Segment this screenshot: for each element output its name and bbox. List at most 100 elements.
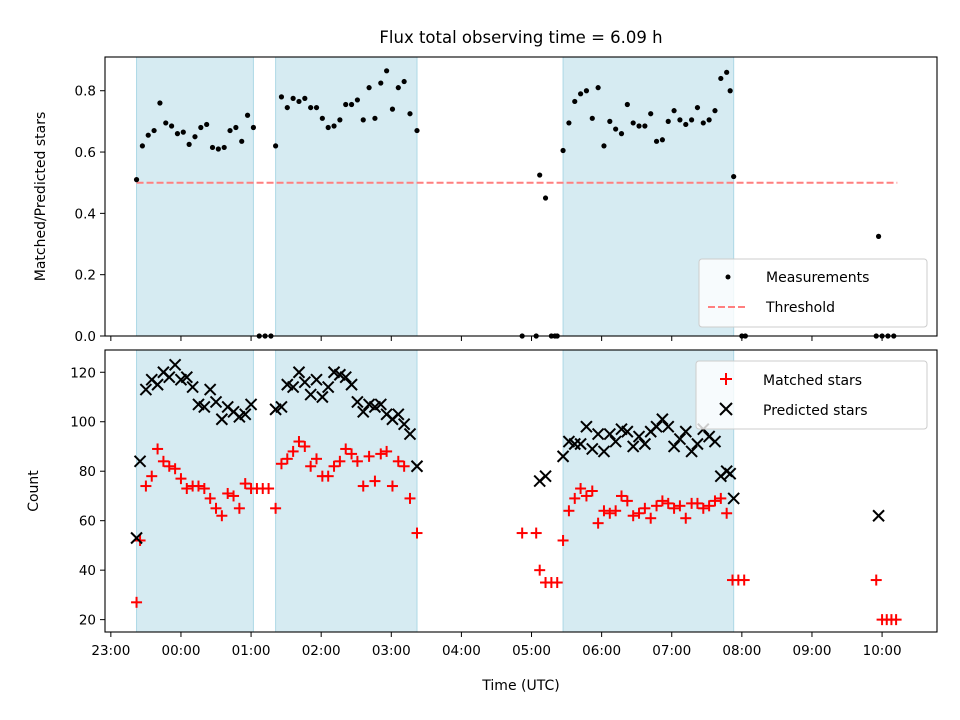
top-y-tick-label: 0.4 xyxy=(75,206,96,222)
x-axis-label: Time (UTC) xyxy=(481,678,559,694)
predicted-star-point xyxy=(539,469,552,483)
bottom-y-tick-label: 20 xyxy=(79,613,96,629)
matched-star-point xyxy=(346,448,358,460)
predicted-star-point xyxy=(685,445,698,458)
matched-star-point xyxy=(239,478,251,490)
predicted-star-point xyxy=(673,432,687,446)
measurement-point xyxy=(401,78,407,85)
matched-star-point xyxy=(381,445,393,457)
matched-star-point xyxy=(680,512,692,524)
matched-star-point xyxy=(210,502,222,514)
predicted-star-point xyxy=(321,380,335,394)
x-tick-label: 06:00 xyxy=(582,643,621,659)
predicted-star-point xyxy=(345,378,358,391)
matched-star-point xyxy=(557,534,569,546)
measurement-point xyxy=(354,97,361,103)
measurement-point xyxy=(372,115,378,121)
measurement-point xyxy=(618,131,625,137)
matched-star-point xyxy=(322,470,334,482)
predicted-star-point xyxy=(679,425,692,438)
matched-star-point xyxy=(615,490,627,502)
predicted-star-point xyxy=(638,437,652,451)
predicted-star-point xyxy=(180,371,194,384)
bottom-legend: Matched stars Predicted stars xyxy=(695,360,928,430)
bottom-y-axis-label: Count xyxy=(26,470,42,512)
matched-star-point xyxy=(610,505,622,517)
measurement-point xyxy=(169,123,175,129)
matched-star-point xyxy=(592,517,604,529)
measurement-point xyxy=(139,143,145,149)
measurement-point xyxy=(180,129,186,135)
predicted-star-point xyxy=(275,400,288,414)
predicted-star-point xyxy=(310,373,323,386)
measurement-point xyxy=(595,85,601,91)
measurement-point xyxy=(204,121,210,128)
measurement-point xyxy=(221,144,227,151)
matched-star-point xyxy=(369,475,381,487)
measurement-point xyxy=(157,100,163,106)
legend-predicted-label: Predicted stars xyxy=(763,403,868,419)
measurement-point xyxy=(378,80,384,86)
measurement-point xyxy=(560,147,566,154)
measurement-point xyxy=(290,95,296,101)
legend-threshold-label: Threshold xyxy=(765,300,835,316)
measurement-points xyxy=(133,68,897,339)
bottom-y-tick-label: 60 xyxy=(79,514,96,530)
predicted-star-point xyxy=(727,492,740,505)
x-tick-label: 02:00 xyxy=(302,643,341,659)
legend-measurements-marker xyxy=(725,274,731,280)
top-axes-frame xyxy=(104,56,938,337)
matched-star-points xyxy=(131,436,902,626)
predicted-star-point xyxy=(621,425,634,438)
x-tick-label: 07:00 xyxy=(652,643,691,659)
measurement-point xyxy=(648,111,654,117)
matched-star-point xyxy=(703,500,715,512)
measurement-point xyxy=(712,108,718,114)
measurement-point xyxy=(689,117,695,123)
matched-star-point xyxy=(340,443,352,455)
matched-star-point xyxy=(580,490,592,502)
matched-star-point xyxy=(534,564,546,576)
matched-star-point xyxy=(575,483,587,495)
matched-star-point xyxy=(392,455,404,467)
top-observing-window-2 xyxy=(275,56,418,337)
measurement-point xyxy=(613,126,619,132)
measurement-point xyxy=(718,75,724,82)
x-tick-label: 03:00 xyxy=(372,643,411,659)
predicted-star-point xyxy=(186,380,199,394)
x-tick-label: 10:00 xyxy=(863,643,902,659)
predicted-star-point xyxy=(650,420,663,433)
count-panel: 20 40 60 80 100 120 23:00 00:00 01:00 02:00 03:00… xyxy=(26,349,938,694)
bottom-y-tick-label: 120 xyxy=(70,365,96,381)
top-observing-windows xyxy=(136,56,735,337)
predicted-star-point xyxy=(597,445,611,458)
matched-star-point xyxy=(275,458,287,470)
matched-star-point xyxy=(656,495,668,507)
matched-star-point xyxy=(287,445,299,457)
matched-star-point xyxy=(715,492,727,504)
matched-star-point xyxy=(691,497,703,509)
matched-star-point xyxy=(674,500,686,512)
matched-star-point xyxy=(411,527,423,539)
measurement-point xyxy=(337,117,343,123)
predicted-star-point xyxy=(556,450,570,463)
bottom-y-tick-label: 80 xyxy=(79,464,96,480)
legend-matched-label: Matched stars xyxy=(763,373,862,389)
matched-star-point xyxy=(890,614,902,626)
matched-star-point xyxy=(621,495,633,507)
measurement-point xyxy=(724,69,730,75)
matched-star-point xyxy=(293,436,305,448)
top-y-ticks: 0.0 0.2 0.4 0.6 0.8 xyxy=(75,84,105,345)
matched-star-point xyxy=(181,483,193,495)
predicted-star-point xyxy=(723,467,737,480)
matched-star-point xyxy=(627,510,639,522)
matched-star-point xyxy=(131,596,143,608)
x-tick-label: 01:00 xyxy=(232,643,271,659)
measurement-point xyxy=(273,143,279,149)
measurement-point xyxy=(607,118,613,124)
predicted-star-point xyxy=(339,371,352,384)
matched-star-point xyxy=(198,483,210,495)
predicted-star-point xyxy=(568,437,581,451)
measurement-point xyxy=(727,88,733,94)
matched-star-point xyxy=(530,527,542,539)
